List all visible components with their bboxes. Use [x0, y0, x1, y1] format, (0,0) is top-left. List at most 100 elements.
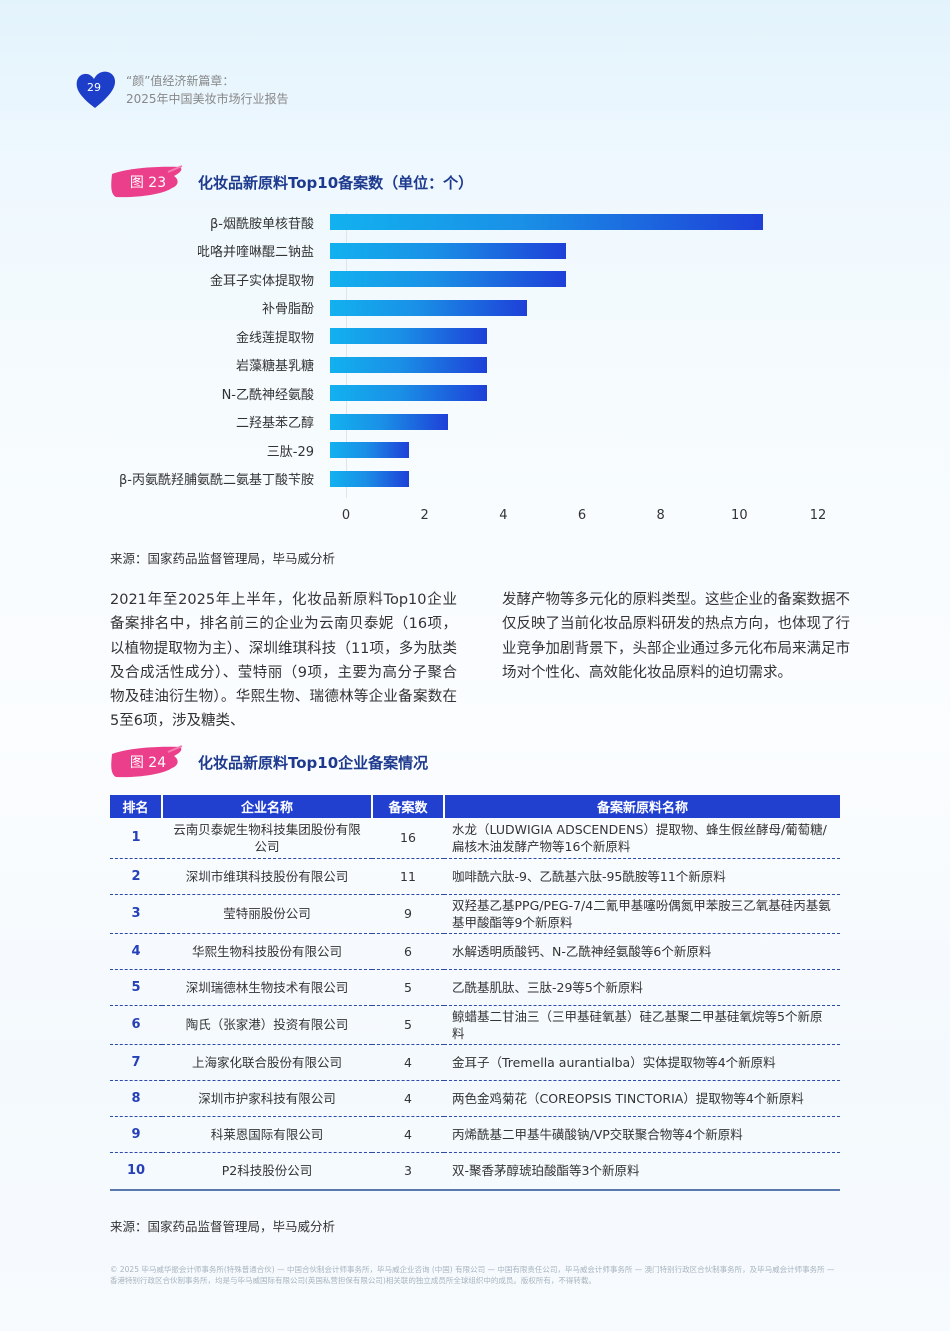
- report-title-line1: “颜”值经济新篇章：: [126, 74, 235, 88]
- report-title-line2: 2025年中国美妆市场行业报告: [126, 92, 289, 106]
- figure-badge: 图 23: [108, 164, 184, 200]
- figure-24-source: 来源：国家药品监督管理局，毕马威分析: [110, 1219, 336, 1234]
- chart-bar: [330, 214, 763, 230]
- chart-bar: [330, 271, 566, 287]
- company-cell: 华熙生物科技股份有限公司: [162, 933, 372, 970]
- company-cell: P2科技股份公司: [162, 1152, 372, 1191]
- chart-bar-row: 金线莲提取物: [110, 328, 488, 346]
- page-number-badge: 29: [74, 68, 118, 112]
- table-row: 10 P2科技股份公司 3 双-聚香茅醇琥珀酸酯等3个新原料: [110, 1152, 840, 1191]
- count-cell: 5: [372, 1005, 444, 1045]
- rank-cell: 1: [110, 818, 162, 859]
- chart-bar-row: 金耳子实体提取物: [110, 271, 566, 289]
- materials-cell: 双羟基乙基PPG/PEG-7/4二氰甲基噻吩偶氮甲苯胺三乙氧基硅丙基氨基甲酸酯等…: [444, 894, 840, 934]
- chart-category-label: β-丙氨酰羟脯氨酰二氨基丁酸苄胺: [119, 473, 314, 488]
- chart-bar-row: β-丙氨酰羟脯氨酰二氨基丁酸苄胺: [110, 470, 409, 488]
- materials-cell: 乙酰基肌肽、三肽-29等5个新原料: [444, 969, 840, 1006]
- chart-bar: [330, 385, 488, 401]
- body-paragraph-right: 发酵产物等多元化的原料类型。这些企业的备案数据不仅反映了当前化妆品原料研发的热点…: [502, 592, 850, 681]
- column-header-company: 企业名称: [161, 795, 372, 818]
- enterprise-filing-table: 排名 企业名称 备案数 备案新原料名称 1 云南贝泰妮生物科技集团股份有限公司 16…: [110, 795, 840, 1191]
- body-paragraph-left: 2021年至2025年上半年，化妆品新原料Top10企业备案排名中，排名前三的企…: [110, 592, 457, 730]
- x-axis-tick-label: 8: [656, 508, 665, 523]
- x-axis-tick-label: 4: [499, 508, 508, 523]
- rank-cell: 10: [110, 1152, 162, 1191]
- company-cell: 深圳瑞德林生物技术有限公司: [162, 969, 372, 1006]
- rank-cell: 3: [110, 894, 162, 934]
- figure-title: 化妆品新原料Top10备案数（单位：个）: [198, 173, 474, 192]
- company-cell: 上海家化联合股份有限公司: [162, 1044, 372, 1081]
- table-header-row: 排名 企业名称 备案数 备案新原料名称: [110, 795, 840, 818]
- table-row: 8 深圳市护家科技有限公司 4 两色金鸡菊花（COREOPSIS TINCTORIA）…: [110, 1080, 840, 1117]
- materials-cell: 水龙（LUDWIGIA ADSCENDENS）提取物、蜂生假丝酵母/葡萄糖/扁核…: [444, 818, 840, 859]
- chart-bar-row: 三肽-29: [110, 442, 409, 460]
- x-axis-tick-label: 10: [731, 508, 748, 523]
- rank-cell: 4: [110, 933, 162, 970]
- brush-stroke-icon: [111, 745, 183, 778]
- x-axis-tick-label: 2: [420, 508, 429, 523]
- chart-category-label: 金线莲提取物: [235, 330, 314, 346]
- chart-category-label: 三肽-29: [266, 444, 314, 460]
- materials-cell: 咖啡酰六肽-9、乙酰基六肽-95酰胺等11个新原料: [444, 858, 840, 895]
- figure-title: 化妆品新原料Top10企业备案情况: [198, 753, 429, 772]
- column-header-rank: 排名: [110, 795, 162, 818]
- rank-cell: 2: [110, 858, 162, 895]
- table-row: 5 深圳瑞德林生物技术有限公司 5 乙酰基肌肽、三肽-29等5个新原料: [110, 969, 840, 1006]
- company-cell: 深圳市护家科技有限公司: [162, 1080, 372, 1117]
- table-row: 7 上海家化联合股份有限公司 4 金耳子（Tremella aurantialba）实…: [110, 1044, 840, 1081]
- chart-bar-row: N-乙酰神经氨酸: [110, 385, 488, 403]
- x-axis-tick-label: 12: [809, 508, 827, 523]
- chart-bar-row: 补骨脂酚: [110, 299, 527, 317]
- materials-cell: 金耳子（Tremella aurantialba）实体提取物等4个新原料: [444, 1044, 840, 1081]
- table-row: 4 华熙生物科技股份有限公司 6 水解透明质酸钙、N-乙酰神经氨酸等6个新原料: [110, 933, 840, 970]
- count-cell: 4: [372, 1044, 444, 1081]
- count-cell: 5: [372, 969, 444, 1006]
- count-cell: 11: [372, 858, 444, 895]
- rank-cell: 8: [110, 1080, 162, 1117]
- rank-cell: 9: [110, 1116, 162, 1153]
- chart-bar: [330, 328, 488, 344]
- column-header-count: 备案数: [371, 795, 444, 818]
- figure-24-caption: 图 24 化妆品新原料Top10企业备案情况: [108, 744, 428, 780]
- chart-category-label: 岩藻糖基乳糖: [235, 359, 314, 374]
- rank-cell: 7: [110, 1044, 162, 1081]
- chart-bar-row: β-烟酰胺单核苷酸: [110, 214, 763, 232]
- company-cell: 莹特丽股份公司: [162, 894, 372, 934]
- column-header-materials: 备案新原料名称: [443, 795, 840, 818]
- materials-cell: 双-聚香茅醇琥珀酸酯等3个新原料: [444, 1152, 840, 1191]
- table-row: 1 云南贝泰妮生物科技集团股份有限公司 16 水龙（LUDWIGIA ADSCENDE…: [110, 818, 840, 859]
- count-cell: 4: [372, 1116, 444, 1153]
- figure-badge: 图 24: [108, 744, 184, 780]
- page-number: 29: [87, 81, 101, 94]
- table-row: 9 科莱恩国际有限公司 4 丙烯酰基二甲基牛磺酸钠/VP交联聚合物等4个新原料: [110, 1116, 840, 1153]
- count-cell: 16: [372, 818, 444, 859]
- chart-bar: [330, 442, 409, 458]
- x-axis-tick-label: 0: [341, 508, 351, 523]
- figure-23-source: 来源：国家药品监督管理局，毕马威分析: [110, 551, 336, 566]
- chart-category-label: N-乙酰神经氨酸: [221, 387, 314, 403]
- page-header: 29 “颜”值经济新篇章： 2025年中国美妆市场行业报告: [74, 68, 289, 112]
- count-cell: 4: [372, 1080, 444, 1117]
- chart-bar-row: 二羟基苯乙醇: [110, 413, 448, 431]
- materials-cell: 丙烯酰基二甲基牛磺酸钠/VP交联聚合物等4个新原料: [444, 1116, 840, 1153]
- chart-bar: [330, 413, 448, 430]
- bar-chart: β-烟酰胺单核苷酸吡咯并喹啉醌二钠盐金耳子实体提取物补骨脂酚金线莲提取物 岩藻糖基…: [110, 208, 850, 528]
- company-cell: 科莱恩国际有限公司: [162, 1116, 372, 1153]
- chart-bar-row: 吡咯并喹啉醌二钠盐: [110, 242, 566, 260]
- table-row: 6 陶氏（张家港）投资有限公司 5 鲸蜡基二甘油三（三甲基硅氧基）硅乙基聚二甲基硅氧烷…: [110, 1005, 840, 1045]
- chart-bar: [330, 242, 566, 259]
- materials-cell: 水解透明质酸钙、N-乙酰神经氨酸等6个新原料: [444, 933, 840, 970]
- count-cell: 3: [372, 1152, 444, 1191]
- chart-category-label: 二羟基苯乙醇: [235, 416, 314, 431]
- y-axis-line: [346, 212, 347, 498]
- table-row: 2 深圳市维琪科技股份有限公司 11 咖啡酰六肽-9、乙酰基六肽-95酰胺等11个新原…: [110, 858, 840, 895]
- chart-bar: [330, 299, 527, 316]
- brush-stroke-icon: [111, 165, 183, 198]
- chart-category-label: 金耳子实体提取物: [209, 273, 314, 289]
- rank-cell: 6: [110, 1005, 162, 1045]
- chart-category-label: β-烟酰胺单核苷酸: [210, 216, 314, 232]
- x-axis-tick-label: 6: [577, 508, 587, 523]
- chart-bar-row: 岩藻糖基乳糖: [110, 356, 488, 374]
- figure-23-caption: 图 23 化妆品新原料Top10备案数（单位：个）: [108, 164, 473, 200]
